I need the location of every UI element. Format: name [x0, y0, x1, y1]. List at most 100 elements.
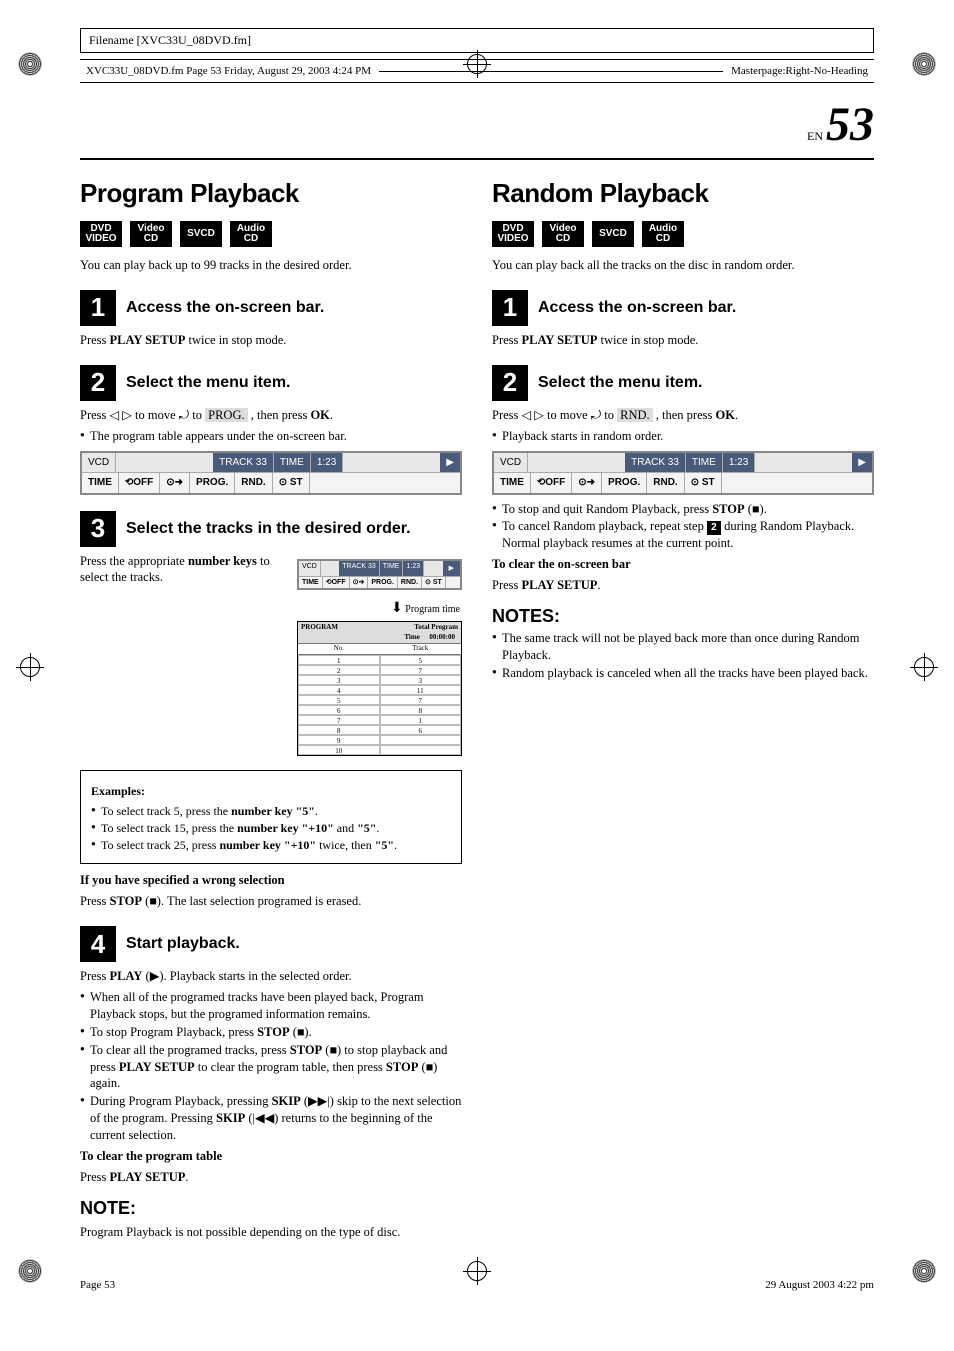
step-number-4: 4: [80, 926, 116, 962]
or3: PROG.: [602, 473, 647, 493]
m-r5: ⊙ ST: [422, 577, 446, 588]
clear-table-heading: To clear the program table: [80, 1149, 222, 1163]
mini-track: TRACK 33: [339, 561, 379, 576]
crop-mark-br: [910, 1257, 938, 1285]
badge-vcd: Video CD: [130, 221, 172, 247]
fm-right: Masterpage:Right-No-Heading: [731, 65, 868, 77]
left-step1: 1 Access the on-screen bar.: [80, 290, 462, 326]
example-3: To select track 25, press number key "+1…: [91, 837, 451, 853]
example-2: To select track 15, press the number key…: [91, 820, 451, 836]
s4-bullet-3: To clear all the programed tracks, press…: [80, 1042, 462, 1093]
registration-right: [910, 653, 938, 681]
top-rule: [80, 158, 874, 160]
badge-svcd: SVCD: [180, 221, 222, 247]
mini-play: ▶: [443, 561, 460, 576]
right-step1: 1 Access the on-screen bar.: [492, 290, 874, 326]
osd-r-th: TIME: [686, 453, 723, 473]
wrong-selection-heading: If you have specified a wrong selection: [80, 873, 285, 887]
footer-left: Page 53: [80, 1279, 115, 1291]
crop-mark-tr: [910, 50, 938, 78]
left-step1-text: Press PLAY SETUP twice in stop mode.: [80, 332, 462, 349]
osd-timeh: TIME: [274, 453, 311, 473]
page-number: EN 53: [80, 97, 874, 152]
left-step2-bullet: The program table appears under the on-s…: [80, 428, 462, 445]
inline-step-2-icon: 2: [707, 521, 721, 535]
disc-badges-right: DVD VIDEO Video CD SVCD Audio CD: [492, 221, 874, 247]
or5: ⊙ ST: [685, 473, 722, 493]
or4: RND.: [647, 473, 684, 493]
r-clear-text: Press PLAY SETUP.: [492, 577, 874, 594]
fm-left: XVC33U_08DVD.fm Page 53 Friday, August 2…: [86, 65, 371, 77]
program-rows: 15273341157687186910: [298, 655, 461, 755]
osd-r2-2: ⊙➜: [160, 473, 190, 493]
badge-acd-r: Audio CD: [642, 221, 684, 247]
mini-tv: 1:23: [403, 561, 424, 576]
r-bullet-cancel: To cancel Random playback, repeat step 2…: [492, 518, 874, 552]
registration-bottom: [463, 1257, 491, 1285]
or1: ⟲OFF: [531, 473, 572, 493]
osd-r-track: TRACK 33: [625, 453, 686, 473]
left-step4-text: Press PLAY (▶). Playback starts in the s…: [80, 968, 462, 985]
r-step2-bullet: Playback starts in random order.: [492, 428, 874, 445]
osd-play-icon: ▶: [440, 453, 460, 473]
osd-r-tv: 1:23: [723, 453, 755, 473]
osd-r-play: ▶: [852, 453, 872, 473]
step-number-2r: 2: [492, 365, 528, 401]
osd-bar-right: VCD TRACK 33 TIME 1:23 ▶ TIME ⟲OFF ⊙➜ PR…: [492, 451, 874, 495]
registration-left: [16, 653, 44, 681]
footer-right: 29 August 2003 4:22 pm: [765, 1279, 874, 1291]
prog-hdr: PROGRAM: [298, 622, 380, 643]
step-number-2: 2: [80, 365, 116, 401]
registration-top: [463, 50, 491, 78]
osd-r2-4: RND.: [235, 473, 272, 493]
osd-bar-left: VCD TRACK 33 TIME 1:23 ▶ TIME ⟲OFF ⊙➜ PR…: [80, 451, 462, 495]
osd-r2-5: ⊙ ST: [273, 473, 310, 493]
r-step1-title: Access the on-screen bar.: [538, 297, 736, 319]
osd-r2-3: PROG.: [190, 473, 235, 493]
or2: ⊙➜: [572, 473, 602, 493]
example-1: To select track 5, press the number key …: [91, 803, 451, 819]
note-heading-left: NOTE:: [80, 1196, 462, 1220]
s4-bullet-1: When all of the programed tracks have be…: [80, 989, 462, 1023]
r-step2-title: Select the menu item.: [538, 372, 703, 394]
left-intro: You can play back up to 99 tracks in the…: [80, 257, 462, 274]
left-step2-text: Press ◁ ▷ to move ⤾ to PROG. , then pres…: [80, 407, 462, 424]
right-intro: You can play back all the tracks on the …: [492, 257, 874, 274]
r-bullet-stop: To stop and quit Random Playback, press …: [492, 501, 874, 518]
s4-bullet-2: To stop Program Playback, press STOP (■)…: [80, 1024, 462, 1041]
step-number-1r: 1: [492, 290, 528, 326]
step-number-3: 3: [80, 511, 116, 547]
col-track: Track: [380, 644, 462, 653]
program-table-figure: VCD TRACK 33 TIME 1:23 ▶ TIME ⟲OFF ⊙➜ PR…: [297, 553, 462, 756]
left-step4: 4 Start playback.: [80, 926, 462, 962]
r-step2-text: Press ◁ ▷ to move ⤾ to RND. , then press…: [492, 407, 874, 424]
examples-heading: Examples:: [91, 784, 145, 798]
program-time-label: ⬇ Program time: [297, 596, 462, 621]
notes-heading-right: NOTES:: [492, 604, 874, 628]
random-playback-title: Random Playback: [492, 176, 874, 211]
col-no: No.: [298, 644, 380, 653]
mini-th: TIME: [380, 561, 404, 576]
r-note-1: The same track will not be played back m…: [492, 630, 874, 664]
s4-bullet-4: During Program Playback, pressing SKIP (…: [80, 1093, 462, 1144]
clear-table-text: Press PLAY SETUP.: [80, 1169, 462, 1186]
left-step3: 3 Select the tracks in the desired order…: [80, 511, 462, 547]
right-step2: 2 Select the menu item.: [492, 365, 874, 401]
crop-mark-tl: [16, 50, 44, 78]
r-clear-heading: To clear the on-screen bar: [492, 557, 631, 571]
right-column: Random Playback DVD VIDEO Video CD SVCD …: [492, 170, 874, 1245]
crop-mark-bl: [16, 1257, 44, 1285]
step2-title: Select the menu item.: [126, 372, 291, 394]
osd-track: TRACK 33: [213, 453, 274, 473]
mini-vcd: VCD: [299, 561, 321, 576]
step1-title: Access the on-screen bar.: [126, 297, 324, 319]
badge-vcd-r: Video CD: [542, 221, 584, 247]
badge-dvd-r: DVD VIDEO: [492, 221, 534, 247]
step-number-1: 1: [80, 290, 116, 326]
left-step2: 2 Select the menu item.: [80, 365, 462, 401]
examples-box: Examples: To select track 5, press the n…: [80, 770, 462, 865]
step4-title: Start playback.: [126, 933, 240, 955]
osd-r2-1: ⟲OFF: [119, 473, 160, 493]
m-r1: ⟲OFF: [323, 577, 350, 588]
osd-r2-0: TIME: [82, 473, 119, 493]
